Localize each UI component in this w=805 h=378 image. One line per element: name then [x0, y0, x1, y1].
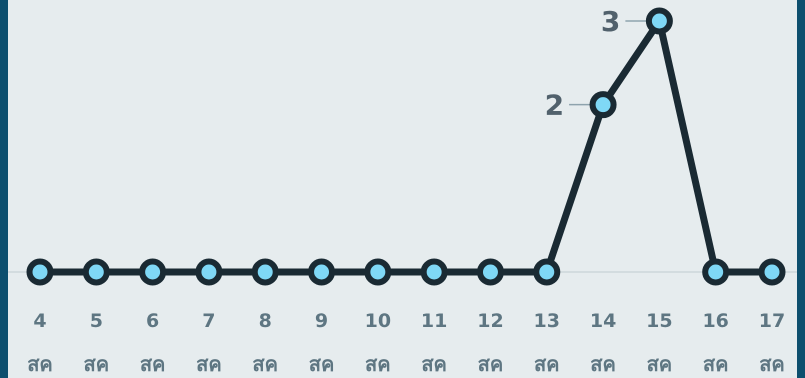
x-tick-month-8: สค	[252, 352, 278, 376]
x-tick-month-14: สค	[590, 352, 616, 376]
x-tick-month-12: สค	[478, 352, 504, 376]
data-point-14[interactable]	[589, 91, 617, 119]
x-tick-day-10: 10	[365, 310, 391, 332]
x-tick-day-17: 17	[759, 310, 785, 332]
data-labels: 23	[545, 5, 621, 122]
x-axis-ticks: 4 สค 5 สค 6 สค 7 สค 8 สค 9 สค 10 สค 11 สค 12 สค 13 สค 14 สค 15…	[27, 310, 785, 376]
data-point-11[interactable]	[420, 258, 448, 286]
x-tick-day-5: 5	[90, 310, 103, 332]
x-tick-month-6: สค	[140, 352, 166, 376]
x-tick-month-7: สค	[196, 352, 222, 376]
data-point-6[interactable]	[139, 258, 167, 286]
line-chart: 23 4สค5สค6สค7สค8สค9สค10สค11สค12สค13สค14ส…	[8, 5, 797, 376]
x-tick-day-11: 11	[421, 310, 447, 332]
data-point-7[interactable]	[195, 258, 223, 286]
data-point-8[interactable]	[251, 258, 279, 286]
x-tick-day-8: 8	[259, 310, 272, 332]
data-points	[26, 7, 786, 286]
x-tick-month-9: สค	[309, 352, 335, 376]
x-tick-month-5: สค	[84, 352, 110, 376]
data-point-4[interactable]	[26, 258, 54, 286]
series-line	[36, 17, 776, 276]
data-point-5[interactable]	[82, 258, 110, 286]
data-point-9[interactable]	[308, 258, 336, 286]
x-tick-month-17: สค	[759, 352, 785, 376]
data-label-14: 2	[545, 89, 564, 122]
x-tick-day-14: 14	[590, 310, 616, 332]
x-tick-day-4: 4	[33, 310, 46, 332]
x-tick-month-16: สค	[703, 352, 729, 376]
x-tick-day-16: 16	[702, 310, 728, 332]
data-point-15[interactable]	[645, 7, 673, 35]
x-tick-month-15: สค	[647, 352, 673, 376]
data-point-10[interactable]	[364, 258, 392, 286]
x-tick-month-10: สค	[365, 352, 391, 376]
x-tick-month-11: สค	[421, 352, 447, 376]
x-tick-day-12: 12	[477, 310, 503, 332]
data-point-13[interactable]	[533, 258, 561, 286]
x-tick-day-7: 7	[202, 310, 215, 332]
data-point-16[interactable]	[702, 258, 730, 286]
x-tick-day-9: 9	[315, 310, 328, 332]
data-point-12[interactable]	[476, 258, 504, 286]
x-tick-day-6: 6	[146, 310, 159, 332]
x-tick-month-13: สค	[534, 352, 560, 376]
x-tick-day-15: 15	[646, 310, 672, 332]
x-tick-month-4: สค	[27, 352, 53, 376]
data-label-15: 3	[601, 5, 620, 38]
label-leaders	[569, 20, 650, 106]
x-tick-day-13: 13	[534, 310, 560, 332]
data-point-17[interactable]	[758, 258, 786, 286]
